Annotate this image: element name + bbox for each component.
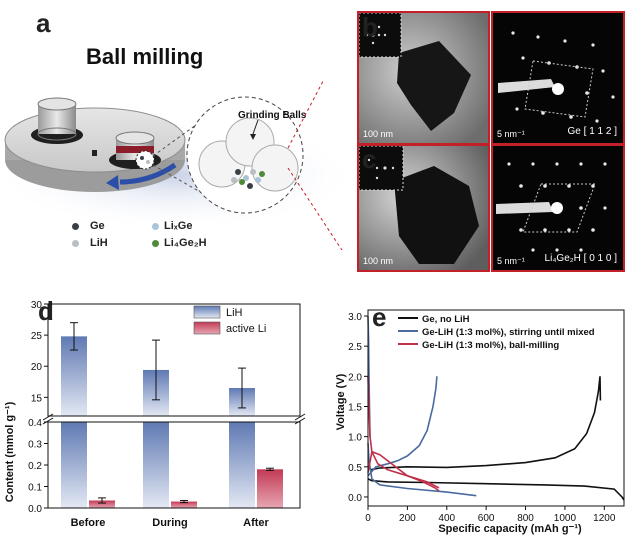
zone-axis-b: Ge [ 1 1 2 ]: [567, 126, 617, 137]
ytick-label-upper-25: 25: [31, 331, 43, 342]
curve-2: [367, 442, 477, 497]
scale-bar-b: 100 nm: [363, 129, 394, 139]
xtick-label-800: 800: [517, 513, 534, 524]
diffraction-b-graphic: [493, 13, 623, 143]
xtick-label-1000: 1000: [554, 513, 577, 524]
tem-frame-c-diff: [491, 144, 625, 272]
grinding-ball-3: [251, 144, 299, 192]
ytick-label-2: 2.0: [348, 372, 362, 383]
diffraction-scale-b: 5 nm⁻¹: [497, 129, 525, 139]
legend-ge-dot: [72, 223, 79, 230]
chart-d-ylabel: Content (mmol g⁻¹): [4, 401, 16, 502]
axis-break-right-1: [294, 413, 306, 421]
bar-lih-after-lower: [229, 422, 255, 508]
ball-milling-title: Ball milling: [86, 44, 204, 69]
ytick-label-lower-0: 0.0: [28, 504, 42, 515]
diffraction-c: 5 nm⁻¹ Li₄Ge₂H [ 0 1 0 ]: [493, 146, 623, 270]
diffraction-scale-c: 5 nm⁻¹: [497, 256, 525, 266]
chart-d: Before During After 15 20 25 30 0.0 0.1 0.2 0.3 0.4…: [4, 300, 306, 529]
chart-e-frame: [367, 309, 625, 507]
rotation-arrow: [119, 162, 177, 185]
legend-lih-label: LiH: [90, 237, 108, 249]
tem-frame-b-diff: [491, 11, 625, 145]
bar-lih-during-lower: [143, 422, 169, 508]
tem-image-c: 100 nm: [359, 146, 488, 270]
chart-e-ylabel: Voltage (V): [335, 373, 347, 430]
particle-b: [397, 41, 471, 131]
legend-d-lih-swatch: [193, 305, 221, 319]
ytick-label-lower-0.1: 0.1: [28, 483, 42, 494]
ytick-label-upper-20: 20: [31, 362, 43, 373]
legend-a: Ge LiH LiₓGe Li₄Ge₂H: [70, 220, 210, 260]
legend-lih-dot: [72, 240, 79, 247]
ytick-label-upper-30: 30: [31, 300, 43, 311]
ytick-label-upper-15: 15: [31, 393, 43, 404]
chart-e: 0 200 400 600 800 1000 1200 0.0 0.5 1.0 1.5 2.0 2.5 3…: [335, 309, 625, 535]
curve-0: [367, 478, 625, 501]
axis-break-right-2: [294, 417, 306, 425]
chart-e-xlabel: Specific capacity (mAh g⁻¹): [438, 523, 582, 535]
xtick-label-200: 200: [399, 513, 416, 524]
legend-ge-label: Ge: [90, 220, 105, 232]
curve-1: [369, 376, 602, 471]
bar-activeli-after: [257, 469, 283, 508]
legend-d-li-label: active Li: [226, 323, 266, 335]
xtick-label-600: 600: [478, 513, 495, 524]
ytick-label-lower-0.4: 0.4: [28, 418, 42, 429]
legend-e-label-0: Ge, no LiH: [422, 314, 470, 325]
grinding-balls-label: Grinding Balls: [238, 110, 307, 121]
xtick-label-before: Before: [71, 517, 106, 529]
xtick-label-during: During: [152, 517, 187, 529]
ball-mill-illustration: Grinding Balls: [0, 80, 355, 250]
xtick-label-400: 400: [438, 513, 455, 524]
legend-lixge-dot: [152, 223, 159, 230]
ytick-label-2.5: 2.5: [348, 342, 362, 353]
legend-li4ge2h-dot: [152, 240, 159, 247]
bar-activeli-before: [89, 500, 115, 508]
ytick-label-lower-0.2: 0.2: [28, 461, 42, 472]
jar-window: [135, 150, 155, 170]
zone-axis-c: Li₄Ge₂H [ 0 1 0 ]: [544, 253, 617, 264]
xtick-label-0: 0: [365, 513, 371, 524]
scale-bar-c: 100 nm: [363, 256, 394, 266]
axis-break-left-1: [42, 413, 54, 421]
panel-letter-a: a: [36, 8, 51, 38]
xtick-label-1200: 1200: [593, 513, 616, 524]
curve-3: [367, 376, 438, 477]
chart-d-upper-frame: [47, 303, 301, 417]
ytick-label-1: 1.0: [348, 433, 362, 444]
panel-letter-c: c: [362, 144, 377, 174]
diffraction-b: 5 nm⁻¹ Ge [ 1 1 2 ]: [493, 13, 623, 143]
curve-5: [367, 376, 440, 489]
legend-lixge-label: LiₓGe: [164, 220, 193, 232]
legend-d-lih-label: LiH: [226, 307, 243, 319]
legend-e-label-2: Ge-LiH (1:3 mol%), ball-milling: [422, 340, 559, 351]
curve-6: [367, 450, 440, 492]
particle-c: [394, 166, 479, 264]
xtick-label-after: After: [243, 517, 269, 529]
tem-image-c-graphic: [359, 146, 488, 270]
legend-d-li-swatch: [193, 321, 221, 335]
diffraction-c-graphic: [493, 146, 623, 270]
tem-image-b: 100 nm: [359, 13, 488, 143]
ytick-label-lower-0.3: 0.3: [28, 440, 42, 451]
axis-break-left-2: [42, 417, 54, 425]
panel-letter-b: b: [362, 12, 378, 42]
bar-activeli-during: [171, 501, 197, 508]
ytick-label-0.5: 0.5: [348, 463, 362, 474]
ytick-label-1.5: 1.5: [348, 402, 362, 413]
legend-li4ge2h-label: Li₄Ge₂H: [164, 237, 207, 249]
tem-image-b-graphic: [359, 13, 488, 143]
tem-frame-c: [357, 144, 490, 272]
ytick-label-0: 0.0: [348, 493, 362, 504]
bar-lih-before-lower: [61, 422, 87, 508]
ytick-label-3: 3.0: [348, 312, 362, 323]
legend-e-label-1: Ge-LiH (1:3 mol%), stirring until mixed: [422, 327, 595, 338]
